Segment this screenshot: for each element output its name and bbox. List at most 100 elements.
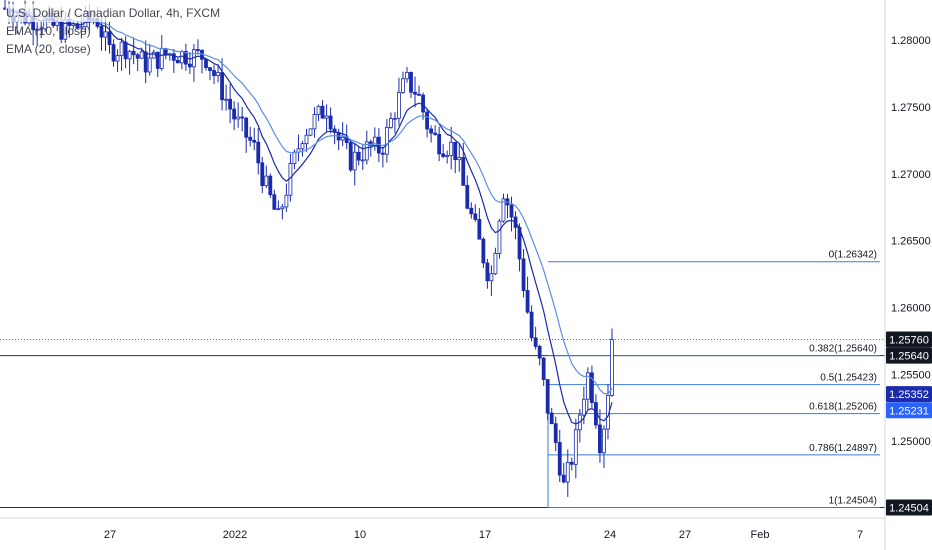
candle-body: [175, 59, 180, 64]
candle-body: [561, 474, 566, 483]
y-tick-label: 1.27000: [891, 169, 931, 181]
candle-body: [352, 151, 357, 171]
candle-body: [413, 91, 417, 95]
candle-body: [300, 143, 305, 150]
candlestick-series: [3, 0, 614, 497]
candle-body: [485, 262, 490, 282]
candle-body: [272, 194, 277, 210]
candle-body: [280, 206, 285, 210]
candle-body: [332, 128, 337, 133]
candle-body: [529, 311, 534, 339]
candle-body: [228, 98, 233, 110]
candle-body: [284, 194, 289, 208]
candle-body: [537, 345, 542, 359]
candle-body: [473, 213, 478, 220]
candle-body: [401, 78, 405, 93]
candle-body: [453, 141, 458, 161]
candle-body: [212, 70, 216, 76]
ema10-line: [4, 7, 613, 425]
candle-body: [360, 159, 365, 162]
candle-body: [220, 72, 224, 101]
candle-body: [328, 115, 333, 130]
candle-body: [340, 136, 345, 141]
candle-body: [115, 55, 120, 62]
candle-body: [155, 51, 160, 69]
candle-body: [533, 337, 538, 347]
candle-body: [276, 208, 281, 211]
candle-body: [135, 54, 140, 59]
candle-body: [256, 141, 261, 164]
candle-body: [493, 253, 498, 275]
candle-body: [389, 118, 393, 128]
candle-body: [131, 50, 136, 56]
x-tick-label: 2022: [223, 529, 247, 541]
candle-body: [417, 93, 421, 96]
y-tick-label: 1.28000: [891, 35, 931, 47]
candle-body: [316, 105, 321, 115]
candle-body: [99, 26, 104, 38]
candle-body: [171, 53, 176, 61]
candle-body: [188, 63, 192, 68]
candle-body: [244, 117, 249, 138]
chart-legend: U.S. Dollar / Canadian Dollar, 4h, FXCM …: [6, 4, 221, 58]
x-tick-label: 24: [604, 529, 616, 541]
y-tick-label: 1.26000: [891, 302, 931, 314]
ema20-legend: EMA (20, close): [6, 42, 91, 56]
candle-body: [384, 126, 389, 155]
candle-body: [549, 412, 554, 425]
x-tick-label: 7: [857, 529, 863, 541]
candle-body: [320, 105, 325, 119]
fib-level-label: 0(1.26342): [829, 250, 877, 261]
candle-body: [521, 258, 526, 291]
price-badge-label: 1.24504: [889, 502, 929, 514]
candle-body: [264, 175, 269, 186]
x-tick-label: 27: [104, 529, 116, 541]
candle-body: [445, 155, 450, 157]
candle-body: [573, 429, 578, 465]
candle-body: [268, 175, 273, 196]
candle-body: [590, 372, 594, 403]
fib-level-label: 0.382(1.25640): [809, 344, 877, 355]
candle-body: [525, 290, 530, 313]
price-badge-label: 1.25760: [889, 335, 929, 347]
candle-body: [196, 49, 200, 51]
candle-body: [465, 184, 470, 209]
candle-body: [143, 51, 148, 73]
candle-body: [248, 136, 253, 141]
candle-body: [397, 92, 401, 119]
candle-body: [356, 151, 361, 161]
candle-body: [304, 134, 309, 145]
candle-body: [364, 141, 369, 161]
candle-body: [147, 57, 152, 73]
candle-body: [497, 220, 502, 254]
y-tick-label: 1.27500: [891, 102, 931, 114]
price-badge: [886, 347, 932, 364]
ema10-legend: EMA (10, close): [6, 24, 91, 38]
candle-body: [380, 152, 385, 155]
price-badge: [886, 386, 932, 403]
y-tick-label: 1.25000: [891, 436, 931, 448]
candle-body: [123, 41, 128, 60]
candle-body: [208, 67, 212, 71]
candle-body: [429, 128, 434, 134]
candle-body: [308, 128, 313, 136]
candle-body: [565, 461, 570, 483]
candle-body: [393, 117, 397, 120]
x-tick-label: 10: [354, 529, 366, 541]
candle-body: [581, 398, 586, 416]
candle-body: [107, 31, 112, 45]
candle-body: [598, 424, 602, 454]
ema20-line: [4, 7, 613, 395]
candle-body: [35, 28, 40, 31]
candle-body: [103, 31, 108, 38]
candle-body: [481, 238, 486, 264]
candle-body: [260, 162, 265, 186]
candle-body: [437, 134, 442, 155]
price-badge-label: 1.25231: [889, 405, 929, 417]
price-badge: [886, 402, 932, 419]
candle-body: [449, 141, 454, 156]
candle-body: [312, 114, 317, 130]
candle-body: [610, 339, 614, 396]
candle-body: [457, 157, 462, 161]
